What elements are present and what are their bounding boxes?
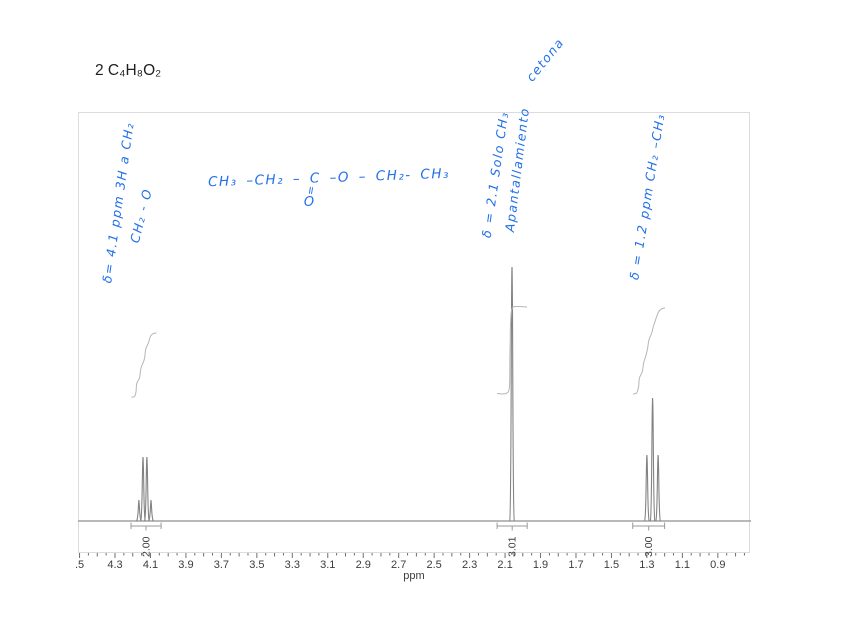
axis-tick-label: 0.9 — [710, 559, 725, 571]
axis-tick-label: 1.1 — [675, 559, 690, 571]
axis-tick-label: 1.5 — [604, 559, 619, 571]
axis-tick-label: 1.7 — [568, 559, 583, 571]
axis-tick-label: 3.1 — [320, 559, 335, 571]
axis-tick-label: 2.1 — [497, 559, 512, 571]
axis-tick-label: 1.3 — [639, 559, 654, 571]
axis-tick-label: .5 — [75, 559, 84, 571]
carbonyl-oxygen: O — [303, 195, 315, 210]
axis-tick-label: 2.3 — [462, 559, 477, 571]
page-title: 2 C₄H₈O₂ — [95, 62, 162, 79]
axis-tick-label: 3.7 — [214, 559, 229, 571]
x-axis-unit-label: ppm — [403, 570, 425, 582]
axis-tick-label: 4.3 — [107, 559, 122, 571]
axis-tick-label: 4.1 — [143, 559, 158, 571]
axis-tick-label: 3.5 — [249, 559, 264, 571]
axis-tick-label: 3.3 — [285, 559, 300, 571]
axis-tick-label: 1.9 — [533, 559, 548, 571]
axis-tick-label: 2.9 — [356, 559, 371, 571]
annotation-ketone: cetona — [522, 34, 568, 85]
axis-tick-label: 3.9 — [178, 559, 193, 571]
